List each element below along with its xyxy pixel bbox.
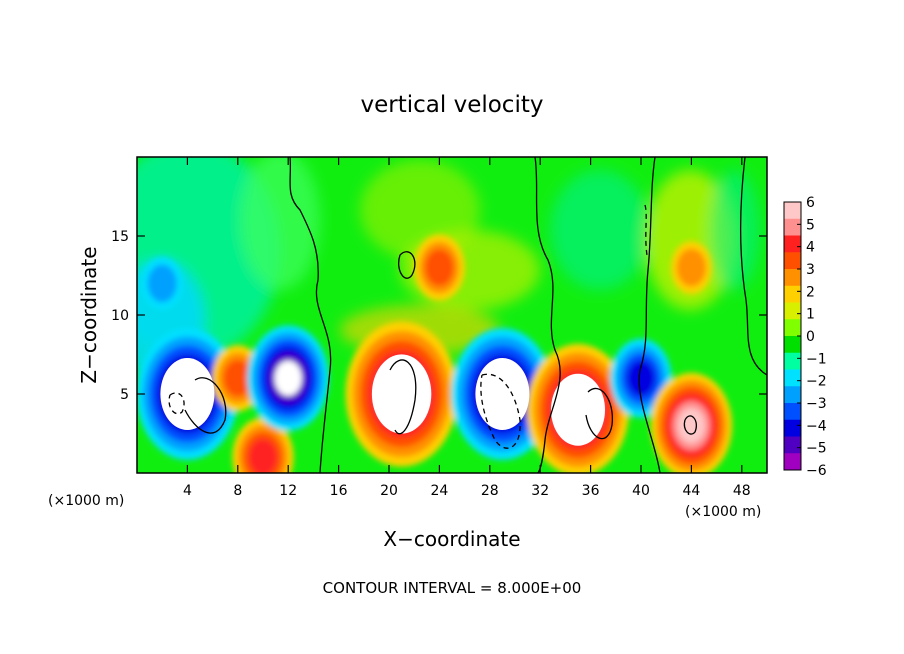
colorbar-swatch [784, 453, 801, 471]
x-axis-ticks: 4 8 12 16 20 24 28 32 36 40 44 48 [183, 157, 751, 499]
x-tick-label: 20 [380, 483, 398, 499]
heatmap-cell-core [160, 358, 215, 430]
colorbar-swatch [784, 403, 801, 421]
heatmap-cell [274, 360, 302, 396]
x-tick-label: 16 [330, 483, 348, 499]
colorbar-swatch [784, 235, 801, 253]
x-tick-label: 44 [682, 483, 700, 499]
x-tick-label: 48 [733, 483, 751, 499]
x-tick-label: 32 [531, 483, 549, 499]
colorbar-tick-label: 5 [806, 217, 815, 233]
plot-area [137, 157, 767, 473]
colorbar-tick-label: 3 [806, 262, 815, 278]
x-unit-right: (×1000 m) [685, 504, 761, 520]
colorbar-tick-label: 6 [806, 195, 815, 211]
x-tick-label: 40 [632, 483, 650, 499]
field-cores [160, 354, 605, 446]
colorbar-tick-label: −2 [806, 374, 827, 390]
y-axis-title: Z−coordinate [77, 246, 101, 383]
chart-title: vertical velocity [361, 92, 544, 118]
colorbar-tick-label: −4 [806, 418, 827, 434]
heatmap-cell [627, 360, 655, 397]
heatmap-cell [425, 249, 454, 286]
colorbar-swatch [784, 319, 801, 337]
colorbar-swatch [784, 269, 801, 287]
heatmap-cell-core [551, 373, 605, 446]
x-tick-label: 12 [279, 483, 297, 499]
x-tick-label: 8 [233, 483, 242, 499]
x-unit-left: (×1000 m) [48, 493, 124, 509]
y-tick-label: 5 [120, 387, 129, 403]
colorbar-swatch [784, 252, 801, 270]
x-tick-label: 4 [183, 483, 192, 499]
x-axis-title: X−coordinate [383, 527, 520, 551]
colorbar-tick-label: 0 [806, 329, 815, 345]
colorbar-swatch [784, 336, 801, 354]
x-tick-label: 36 [582, 483, 600, 499]
colorbar-swatch [784, 386, 801, 404]
colorbar-swatch [784, 202, 801, 220]
colorbar-tick-label: 2 [806, 284, 815, 300]
x-tick-label: 24 [430, 483, 448, 499]
colorbar: 6 5 4 3 2 1 0 −1 −2 −3 −4 −5 −6 [783, 195, 827, 479]
colorbar-swatch [784, 419, 801, 437]
colorbar-swatch [784, 369, 801, 387]
colorbar-tick-label: −6 [806, 463, 827, 479]
colorbar-tick-label: −3 [806, 396, 827, 412]
heatmap-cell [147, 264, 177, 303]
y-tick-label: 10 [111, 308, 129, 324]
colorbar-swatch [784, 302, 801, 320]
y-axis-ticks: 5 10 15 [111, 229, 767, 403]
contour-interval-note: CONTOUR INTERVAL = 8.000E+00 [323, 579, 582, 597]
heatmap-cell [677, 408, 706, 444]
y-tick-label: 15 [111, 229, 129, 245]
colorbar-tick-label: −5 [806, 441, 827, 457]
heatmap-cell [249, 439, 277, 473]
heatmap-cell [676, 248, 706, 287]
colorbar-tick-label: −1 [806, 351, 827, 367]
contour-lines [168, 157, 767, 473]
heatmap-cell [223, 359, 252, 397]
colorbar-tick-label: 4 [806, 240, 815, 256]
colorbar-swatch [784, 352, 801, 370]
heatmap-cell-core [475, 358, 530, 430]
colorbar-tick-label: 1 [806, 307, 815, 323]
heatmap-cell-core [371, 354, 432, 434]
x-tick-label: 28 [481, 483, 499, 499]
colorbar-swatch [784, 285, 801, 303]
colorbar-swatch [784, 436, 801, 454]
colorbar-swatch [784, 218, 801, 236]
